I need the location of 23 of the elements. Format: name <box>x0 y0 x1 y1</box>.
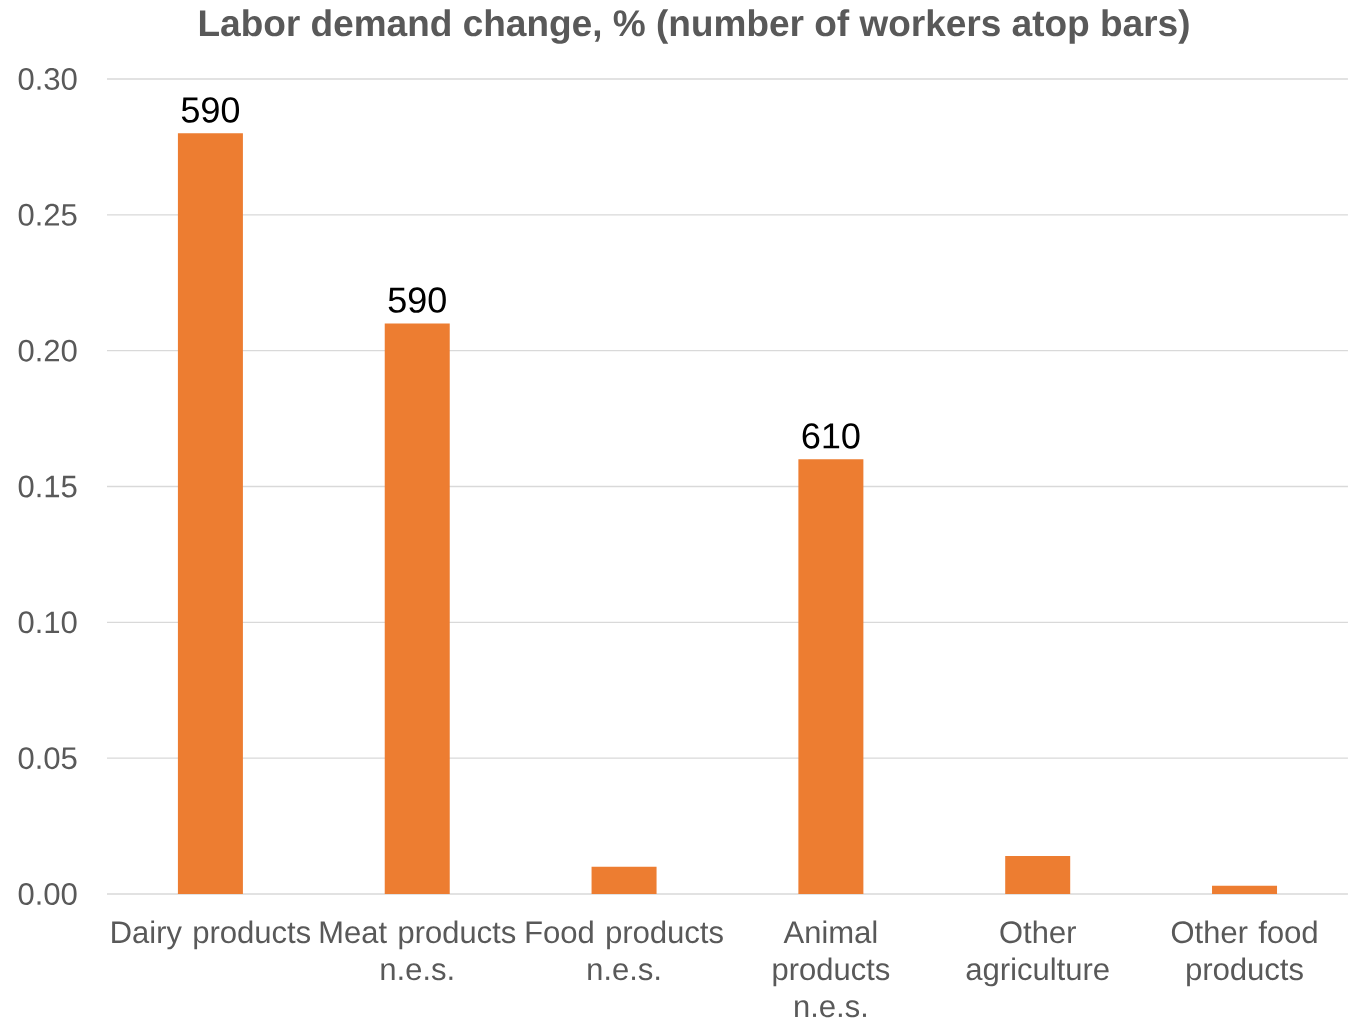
x-tick-label: Animal products n.e.s. <box>773 920 890 1018</box>
x-tick-label: Other food products <box>1171 920 1317 987</box>
x-tick-label: Meat products n.e.s. <box>320 920 516 981</box>
x-tick-label: Food products n.e.s. <box>526 920 723 981</box>
y-tick-label: 0.00 <box>18 883 77 905</box>
y-tick-label: 0.10 <box>18 611 77 634</box>
bar <box>591 866 657 894</box>
y-tick-label: 0.25 <box>18 203 77 226</box>
bar <box>1212 885 1278 894</box>
y-tick-label: 0.30 <box>18 68 77 90</box>
annotation: 590 <box>388 287 446 313</box>
chart-title: Labor demand change, % (number of workers atop bars) <box>199 9 1189 44</box>
annotation: 610 <box>802 423 860 449</box>
y-tick-label: 0.05 <box>18 747 77 770</box>
bar <box>798 459 864 894</box>
bar <box>177 133 243 894</box>
y-tick-label: 0.15 <box>18 475 77 498</box>
y-tick-label: 0.20 <box>18 339 77 362</box>
bar <box>384 323 450 894</box>
bar <box>1005 855 1071 894</box>
annotation: 590 <box>181 97 240 123</box>
x-tick-label: Other agriculture <box>966 920 1109 987</box>
x-tick-label: Dairy products <box>112 920 311 950</box>
